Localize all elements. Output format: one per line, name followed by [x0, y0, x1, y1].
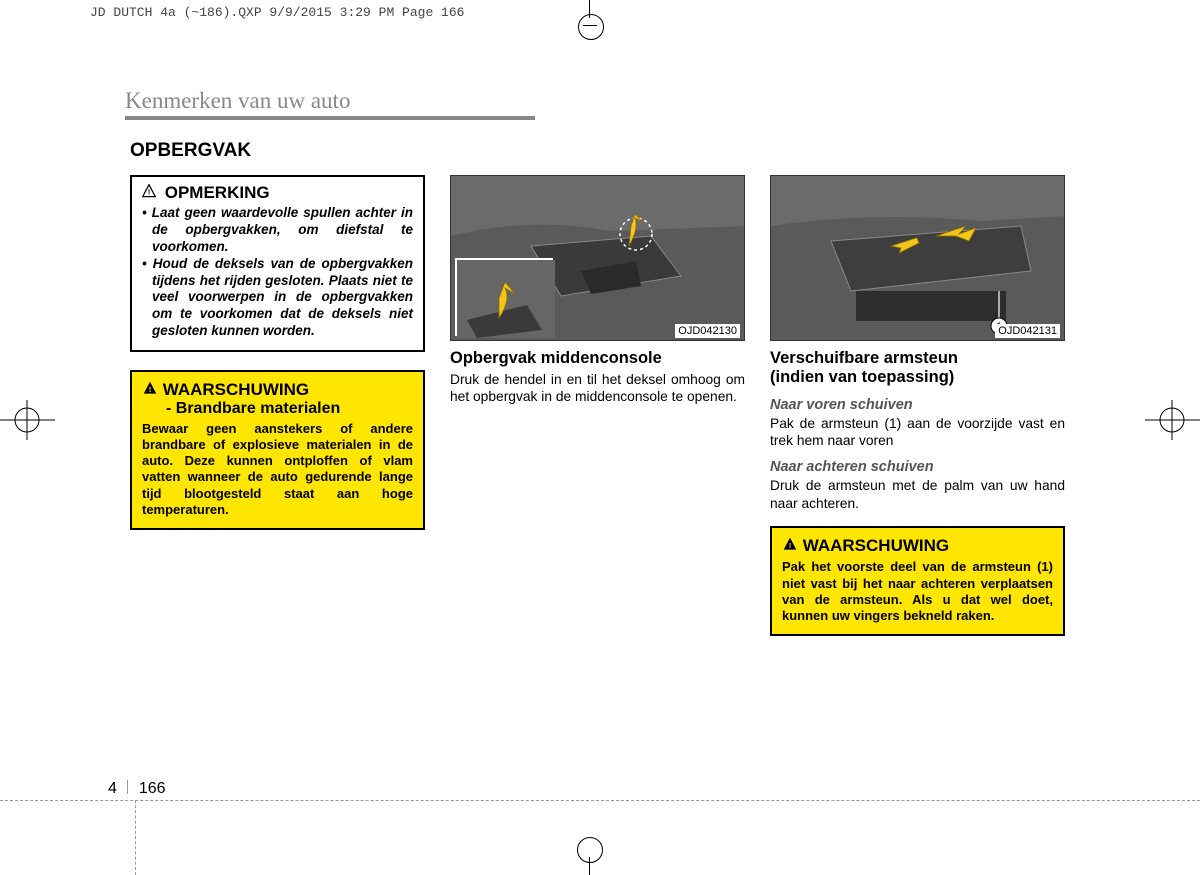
heading-line1: Verschuifbare armsteun: [770, 349, 958, 367]
registration-mark-right: [1145, 390, 1200, 450]
warning-box-flammable: ! WAARSCHUWING - Brandbare materialen Be…: [130, 370, 425, 530]
warning-body: Pak het voorste deel van de armsteun (1)…: [782, 559, 1053, 624]
warning-title: ! WAARSCHUWING: [782, 536, 1053, 556]
warning-title-text: WAARSCHUWING: [803, 536, 949, 555]
notice-body: Laat geen waardevolle spullen achter in …: [142, 205, 413, 340]
header-rule: [125, 116, 535, 120]
registration-mark-left: [0, 390, 55, 450]
notice-box: ! OPMERKING Laat geen waardevolle spulle…: [130, 175, 425, 352]
warning-box-armrest: ! WAARSCHUWING Pak het voorste deel van …: [770, 526, 1065, 637]
notice-title: ! OPMERKING: [142, 183, 413, 203]
page-header: Kenmerken van uw auto: [125, 88, 1075, 120]
warning-title-text: WAARSCHUWING: [163, 380, 309, 399]
column-middle: OJD042130 Opbergvak middenconsole Druk d…: [450, 175, 745, 405]
figure-code: OJD042131: [995, 324, 1060, 338]
svg-text:!: !: [149, 385, 152, 394]
figure-console-storage: OJD042130: [450, 175, 745, 341]
column-left: ! OPMERKING Laat geen waardevolle spulle…: [130, 175, 425, 544]
warning-body: Bewaar geen aanstekers of andere brandba…: [142, 421, 413, 519]
page-number-value: 166: [139, 780, 166, 797]
sub-heading-forward: Naar voren schuiven: [770, 397, 1065, 413]
crop-mark-top: [560, 0, 620, 30]
section-heading-console: Opbergvak middenconsole: [450, 349, 745, 368]
heading-line2: (indien van toepassing): [770, 368, 954, 386]
section-title: OPBERGVAK: [130, 140, 251, 162]
figure-inset: [455, 258, 553, 336]
column-right: 1 OJD042131 Verschuifbare armsteun (indi…: [770, 175, 1065, 650]
print-metadata: JD DUTCH 4a (~186).QXP 9/9/2015 3:29 PM …: [90, 5, 464, 20]
page-number: 4 166: [108, 780, 166, 798]
figure-illustration: 1: [771, 176, 1065, 341]
chapter-number: 4: [108, 780, 117, 797]
body-text: Pak de armsteun (1) aan de voorzijde vas…: [770, 415, 1065, 449]
svg-text:!: !: [148, 188, 151, 197]
notice-item: Houd de deksels van de opbergvakken tijd…: [142, 256, 413, 340]
warning-triangle-icon: !: [142, 183, 156, 203]
section-heading-armrest: Verschuifbare armsteun (indien van toepa…: [770, 349, 1065, 387]
warning-triangle-icon: !: [142, 380, 163, 399]
sub-heading-backward: Naar achteren schuiven: [770, 459, 1065, 475]
notice-item: Laat geen waardevolle spullen achter in …: [142, 205, 413, 256]
warning-subtitle: - Brandbare materialen: [142, 400, 413, 418]
figure-sliding-armrest: 1 OJD042131: [770, 175, 1065, 341]
warning-triangle-icon: !: [782, 536, 803, 555]
warning-title: ! WAARSCHUWING: [142, 380, 413, 400]
figure-code: OJD042130: [675, 324, 740, 338]
notice-title-text: OPMERKING: [165, 183, 270, 202]
page-separator: [127, 780, 128, 794]
svg-text:!: !: [789, 541, 792, 550]
body-text: Druk de hendel in en til het deksel omho…: [450, 371, 745, 405]
chapter-title: Kenmerken van uw auto: [125, 88, 1075, 116]
crop-mark-bottom: [560, 835, 620, 875]
body-text: Druk de armsteun met de palm van uw hand…: [770, 477, 1065, 511]
trim-line-vertical: [135, 800, 136, 875]
trim-line-horizontal: [0, 800, 1200, 801]
